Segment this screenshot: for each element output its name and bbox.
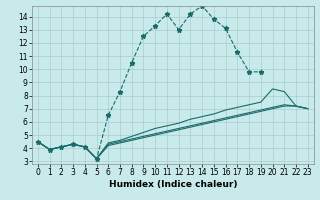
X-axis label: Humidex (Indice chaleur): Humidex (Indice chaleur): [108, 180, 237, 189]
